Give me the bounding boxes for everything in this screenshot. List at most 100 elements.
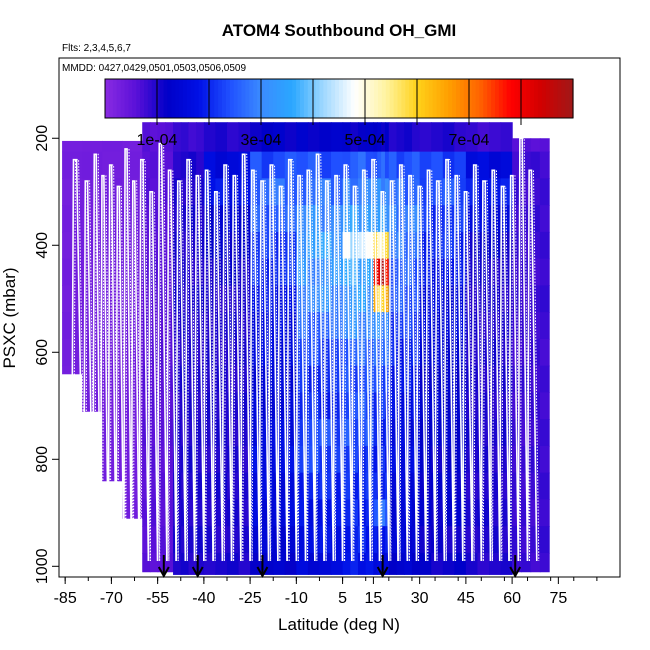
- flight-profile-dotted: [436, 180, 447, 561]
- heatmap-cell: [411, 285, 421, 313]
- heatmap-cell: [350, 205, 359, 233]
- colorbar-tick-label: 7e-04: [449, 132, 490, 149]
- heatmap-cell: [539, 178, 550, 206]
- flight-profile-dotted: [445, 159, 457, 561]
- heatmap-cell: [365, 178, 375, 206]
- colorbar-segment: [327, 79, 332, 118]
- heatmap-cell: [388, 151, 398, 179]
- heatmap-cell: [365, 419, 375, 447]
- chart-title: ATOM4 Southbound OH_GMI: [222, 21, 457, 40]
- y-tick-label: 400: [34, 232, 51, 259]
- heatmap-cell: [102, 445, 123, 474]
- y-tick-label: 1000: [34, 548, 51, 584]
- heatmap-cell: [512, 552, 522, 573]
- heatmap-cell: [350, 151, 359, 179]
- heatmap-cell: [215, 122, 228, 153]
- heatmap-cell: [350, 231, 359, 260]
- colorbar-segment: [346, 79, 352, 118]
- heatmap-cell: [381, 338, 386, 367]
- colorbar-segment: [132, 79, 137, 118]
- heatmap-cell: [226, 419, 240, 447]
- heatmap-cell: [273, 499, 286, 527]
- heatmap-cell: [365, 365, 375, 394]
- heatmap-cell: [512, 151, 522, 179]
- heatmap-cell: [419, 178, 432, 206]
- heatmap-cell: [530, 205, 541, 233]
- colorbar-segment: [557, 79, 562, 118]
- heatmap-cell: [419, 338, 432, 367]
- colorbar-segment: [409, 79, 414, 118]
- x-axis-label: Latitude (deg N): [278, 615, 400, 634]
- heatmap-cell: [411, 151, 421, 179]
- flight-profile-dotted: [325, 180, 336, 561]
- heatmap-cell: [149, 419, 159, 447]
- colorbar-segment: [335, 79, 340, 118]
- heatmap-cell: [350, 285, 359, 313]
- flight-profile-dotted: [242, 153, 253, 561]
- heatmap-cell: [149, 231, 159, 260]
- heatmap-cell: [373, 365, 378, 394]
- heatmap-cell: [102, 140, 123, 153]
- flight-profile: [341, 164, 353, 561]
- heatmap-cell: [319, 151, 332, 179]
- heatmap-cell: [365, 205, 375, 233]
- heatmap-cell: [157, 338, 166, 367]
- marker-arrow-head: [509, 566, 522, 579]
- colorbar-segment: [190, 79, 196, 118]
- heatmap-cell: [165, 472, 174, 501]
- heatmap-cell: [365, 338, 375, 367]
- heatmap-cell: [384, 231, 390, 260]
- flight-profile-dotted: [223, 164, 235, 561]
- x-tick-label: -40: [192, 590, 215, 607]
- colorbar-segment: [541, 79, 547, 118]
- x-tick-label: 5: [338, 590, 347, 607]
- heatmap-cell: [180, 285, 190, 313]
- heatmap-cell: [431, 392, 444, 420]
- colorbar-segment: [370, 79, 375, 118]
- colorbar-segment: [565, 79, 570, 118]
- heatmap-cell: [350, 365, 359, 394]
- heatmap-cell: [521, 138, 532, 153]
- heatmap-cell: [307, 392, 321, 420]
- heatmap-cell: [539, 151, 550, 179]
- colorbar-segment: [210, 79, 215, 118]
- colorbar-segment: [319, 79, 324, 118]
- flight-profile-dotted: [473, 164, 484, 561]
- heatmap-cell: [157, 365, 166, 394]
- heatmap-cell: [539, 231, 550, 260]
- heatmap-cell: [431, 151, 444, 179]
- heatmap-cell: [411, 231, 421, 260]
- heatmap-cell: [196, 419, 205, 447]
- heatmap-cell: [377, 338, 382, 367]
- colorbar-segment: [424, 79, 430, 118]
- heatmap-cell: [381, 526, 386, 554]
- heatmap-cell: [157, 552, 166, 573]
- heatmap-cell: [388, 445, 398, 474]
- heatmap-cell: [273, 419, 286, 447]
- colorbar-segment: [120, 79, 126, 118]
- heatmap-cell: [226, 526, 240, 554]
- colorbar-segment: [315, 79, 321, 118]
- colorbar-segment: [350, 79, 356, 118]
- colorbar-segment: [159, 79, 165, 118]
- heatmap-cell: [512, 231, 522, 260]
- heatmap-cell: [319, 526, 332, 554]
- flight-profile-dotted: [464, 191, 475, 561]
- heatmap-cell: [165, 178, 174, 206]
- colorbar-segment: [214, 79, 219, 118]
- colorbar-segment: [331, 79, 336, 118]
- flight-profile: [230, 174, 242, 561]
- heatmap-cell: [521, 205, 532, 233]
- heatmap-cell: [465, 151, 479, 179]
- heatmap-cell: [365, 552, 375, 575]
- colorbar-segment: [553, 79, 558, 118]
- colorbar-segment: [428, 79, 434, 118]
- heatmap-cell: [188, 312, 197, 340]
- heatmap-cell: [157, 231, 166, 260]
- heatmap-cell: [365, 285, 375, 313]
- flight-profile-dotted: [344, 164, 355, 561]
- heatmap-cell: [377, 285, 382, 313]
- heatmap-cell: [442, 122, 455, 153]
- flight-profile: [70, 158, 85, 561]
- flight-profile: [461, 190, 473, 561]
